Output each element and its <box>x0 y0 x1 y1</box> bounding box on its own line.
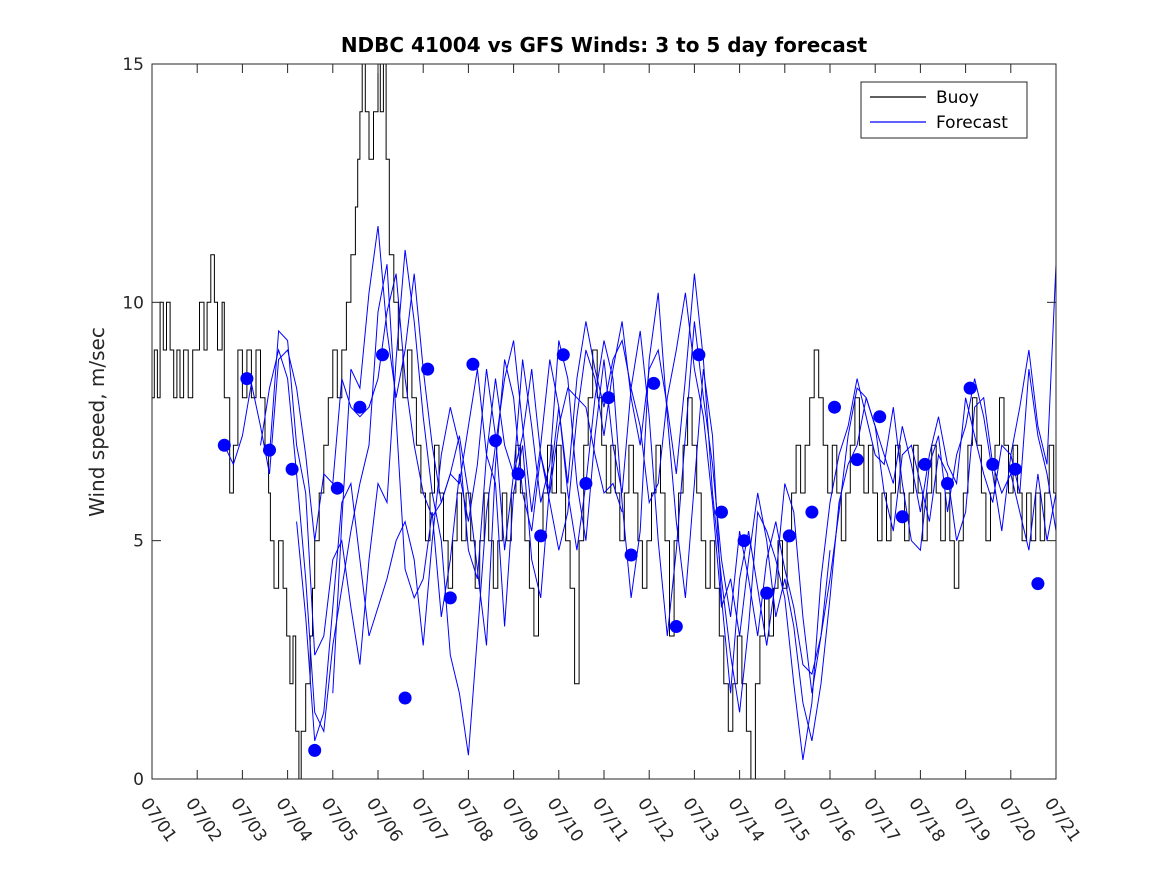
forecast-series-line-5 <box>269 249 1056 756</box>
x-tick-label: 07/08 <box>452 794 496 846</box>
forecast-marker <box>828 400 841 414</box>
forecast-series-line-3 <box>296 292 1056 742</box>
plot-area <box>152 64 1056 779</box>
forecast-marker <box>963 381 977 395</box>
forecast-marker <box>647 376 661 390</box>
y-tick-label: 10 <box>122 293 144 313</box>
forecast-marker <box>263 443 276 457</box>
chart-title: NDBC 41004 vs GFS Winds: 3 to 5 day fore… <box>341 33 868 57</box>
x-tick-label: 07/06 <box>362 794 406 846</box>
forecast-marker <box>579 477 593 490</box>
x-tick-label: 07/10 <box>543 794 587 846</box>
forecast-marker <box>782 529 796 543</box>
forecast-marker <box>285 462 299 476</box>
x-tick-label: 07/01 <box>136 794 180 846</box>
x-tick-label: 07/19 <box>950 794 994 846</box>
forecast-marker <box>556 348 570 362</box>
forecast-marker <box>466 357 480 371</box>
forecast-marker <box>398 691 412 705</box>
forecast-marker <box>330 481 344 495</box>
series-layer <box>152 64 1056 779</box>
forecast-marker <box>308 743 322 757</box>
forecast-marker <box>1008 462 1022 476</box>
forecast-marker <box>986 457 1000 471</box>
x-tick-label: 07/05 <box>317 794 361 846</box>
x-tick-label: 07/09 <box>498 794 542 846</box>
y-tick-label: 5 <box>133 532 144 552</box>
forecast-marker <box>873 410 887 424</box>
x-tick-label: 07/17 <box>859 794 903 846</box>
x-tick-label: 07/04 <box>272 794 316 846</box>
buoy-series-line <box>152 64 1056 779</box>
forecast-marker <box>443 591 457 605</box>
forecast-marker <box>240 372 254 386</box>
x-tick-label: 07/02 <box>181 794 225 846</box>
forecast-marker <box>376 348 389 362</box>
x-tick-label: 07/14 <box>724 794 768 846</box>
x-tick-label: 07/21 <box>1040 794 1084 846</box>
legend-forecast-label: Forecast <box>936 113 1008 133</box>
forecast-series-line-4 <box>332 226 1056 760</box>
forecast-marker <box>534 529 548 543</box>
forecast-series-line-1 <box>223 273 623 541</box>
legend-buoy-label: Buoy <box>936 88 979 108</box>
forecast-marker <box>692 348 706 362</box>
legend: Buoy Forecast <box>860 81 1028 139</box>
x-tick-label: 07/15 <box>769 794 813 846</box>
forecast-marker <box>511 467 525 481</box>
forecast-marker <box>421 362 435 376</box>
forecast-series-line-2 <box>260 264 831 734</box>
forecast-marker <box>624 548 638 562</box>
forecast-marker <box>918 457 932 471</box>
forecast-marker <box>895 510 909 524</box>
x-tick-label: 07/12 <box>633 794 677 846</box>
forecast-marker <box>941 477 954 490</box>
x-tick-label: 07/16 <box>814 794 858 846</box>
forecast-marker <box>353 400 367 414</box>
forecast-marker <box>737 534 751 548</box>
x-tick-label: 07/20 <box>995 794 1039 846</box>
forecast-marker <box>217 438 231 452</box>
forecast-marker <box>805 505 819 519</box>
forecast-marker <box>489 434 502 448</box>
x-tick-label: 07/11 <box>588 794 632 846</box>
forecast-marker <box>760 586 774 600</box>
forecast-marker <box>850 453 864 467</box>
x-tick-label: 07/13 <box>678 794 722 846</box>
forecast-marker <box>669 620 683 633</box>
y-tick-label: 0 <box>133 770 144 790</box>
x-tick-label: 07/07 <box>407 794 451 846</box>
forecast-marker <box>1031 577 1045 591</box>
forecast-marker <box>602 391 615 405</box>
legend-box <box>860 81 1028 139</box>
x-tick-label: 07/03 <box>226 794 270 846</box>
y-tick-label: 15 <box>122 55 144 75</box>
forecast-marker <box>715 505 728 519</box>
y-axis-label: Wind speed, m/sec <box>85 327 109 517</box>
x-tick-label: 07/18 <box>904 794 948 846</box>
